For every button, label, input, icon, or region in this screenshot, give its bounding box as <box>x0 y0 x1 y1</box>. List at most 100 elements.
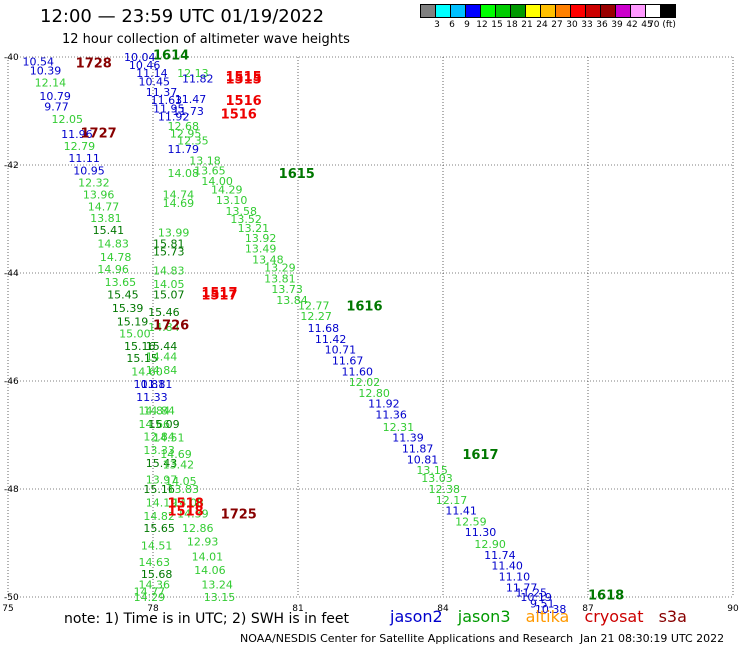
wave-height-value: 10.81 <box>134 378 166 391</box>
wave-height-value: 10.04 <box>124 51 156 64</box>
wave-height-value: 13.81 <box>264 272 296 285</box>
wave-height-value: 14.29 <box>134 591 166 604</box>
wave-height-value: 13.73 <box>271 283 303 296</box>
wave-height-value: 14.44 <box>146 351 178 364</box>
wave-height-value: 11.96 <box>61 128 93 141</box>
wave-height-value: 13.48 <box>252 254 283 267</box>
pass-time-label: 1614 <box>153 48 189 63</box>
y-tick-label: -46 <box>4 377 19 387</box>
wave-height-value: 14.06 <box>194 564 226 577</box>
wave-height-value: 13.84 <box>276 294 308 307</box>
wave-height-value: 15.68 <box>141 568 173 581</box>
legend-label: 27 <box>551 20 563 30</box>
wave-height-value: 12.95 <box>170 128 202 141</box>
satellite-name-cryosat: cryosat <box>584 607 644 626</box>
legend-label: 36 <box>596 20 608 30</box>
wave-height-value: 14.05 <box>153 278 185 291</box>
wave-height-value: 11.30 <box>465 526 497 539</box>
wave-height-value: 15.15 <box>126 352 157 365</box>
wave-height-value: 14.69 <box>163 197 195 210</box>
pass-time-label: 1516 <box>226 94 262 109</box>
wave-height-value: 11.14 <box>136 67 168 80</box>
y-tick-label: -40 <box>4 53 19 63</box>
wave-height-value: 11.68 <box>308 322 340 335</box>
legend-label: 42 <box>626 20 638 30</box>
y-tick-label: -50 <box>4 593 19 603</box>
pass-time-label: 1518 <box>168 497 204 512</box>
wave-height-value: 13.49 <box>245 243 276 256</box>
wave-height-value: 11.95 <box>153 102 185 115</box>
wave-height-value: 11.74 <box>484 549 516 562</box>
wave-height-value: 14.84 <box>148 321 180 334</box>
legend-swatch <box>660 4 676 18</box>
generated-timestamp: Jan 21 08:30:19 UTC 2022 <box>580 632 725 645</box>
wave-height-value: 13.52 <box>230 213 261 226</box>
wave-height-value: 15.00 <box>119 327 150 340</box>
wave-height-value: 11.42 <box>315 333 347 346</box>
wave-height-value: 14.77 <box>88 201 120 214</box>
wave-height-value: 9.77 <box>44 101 69 114</box>
wave-height-value: 13.92 <box>245 232 276 245</box>
x-tick-label: 75 <box>2 604 13 614</box>
wave-height-value: 14.01 <box>192 551 224 564</box>
y-tick-label: -48 <box>4 485 19 495</box>
wave-height-value: 12.17 <box>436 494 468 507</box>
wave-height-value: 13.33 <box>143 444 175 457</box>
wave-height-value: 12.02 <box>349 376 381 389</box>
wave-height-value: 14.19 <box>146 497 178 510</box>
wave-height-value: 14.74 <box>163 189 195 202</box>
wave-height-value: 11.67 <box>332 354 364 367</box>
chart-subtitle: 12 hour collection of altimeter wave hei… <box>62 32 350 47</box>
wave-height-value: 13.96 <box>83 189 115 202</box>
wave-height-value: 14.83 <box>153 264 185 277</box>
wave-height-value: 12.27 <box>300 310 332 323</box>
wave-height-value: 14.60 <box>131 365 163 378</box>
wave-height-value: 11.79 <box>168 143 200 156</box>
wave-height-value: 11.73 <box>172 105 204 118</box>
wave-height-value: 12.38 <box>429 483 461 496</box>
wave-height-value: 14.82 <box>143 510 175 523</box>
pass-time-label: 1516 <box>221 108 257 123</box>
wave-height-value: 14.69 <box>160 448 192 461</box>
wave-height-value: 13.42 <box>163 459 195 472</box>
wave-height-value: 12.93 <box>187 535 219 548</box>
legend-label: 70 (ft) <box>648 20 676 30</box>
wave-height-value: 11.25 <box>516 587 548 600</box>
wave-height-value: 10.45 <box>139 75 171 88</box>
legend-label: 15 <box>491 20 503 30</box>
wave-height-value: 13.29 <box>264 262 296 275</box>
wave-height-value: 10.19 <box>520 591 552 604</box>
wave-height-value: 13.10 <box>216 194 248 207</box>
wave-height-value: 15.19 <box>117 316 149 329</box>
wave-height-value: 15.43 <box>146 457 178 470</box>
wave-height-value: 11.92 <box>368 398 400 411</box>
wave-height-value: 12.68 <box>168 120 200 133</box>
wave-height-value: 13.81 <box>90 212 122 225</box>
wave-height-value: 15.45 <box>107 289 139 302</box>
wave-height-value: 12.79 <box>64 140 95 153</box>
wave-height-value: 14.00 <box>201 175 233 188</box>
wave-height-value: 15.16 <box>143 483 175 496</box>
wave-height-value: 11.10 <box>499 570 531 583</box>
wave-height-value: 11.77 <box>506 581 538 594</box>
wave-height-value: 12.31 <box>383 421 415 434</box>
pass-time-label: 1515 <box>226 73 262 88</box>
credit-line: NOAA/NESDIS Center for Satellite Applica… <box>240 632 574 645</box>
wave-height-value: 13.83 <box>168 483 200 496</box>
pass-time-label: 1725 <box>221 507 257 522</box>
wave-height-value: 14.84 <box>146 364 178 377</box>
x-tick-label: 78 <box>147 604 159 614</box>
wave-height-value: 13.21 <box>238 222 269 235</box>
wave-height-value: 10.71 <box>325 344 357 357</box>
wave-height-value: 13.18 <box>189 155 221 168</box>
pass-time-label: 1617 <box>462 448 498 463</box>
wave-height-value: 10.46 <box>129 59 161 72</box>
wave-height-value: 12.77 <box>298 299 330 312</box>
x-tick-label: 87 <box>582 604 593 614</box>
satellite-legend: jason2 jason3 altika cryosat s3a <box>390 607 697 626</box>
legend-label: 9 <box>464 20 470 30</box>
wave-height-value: 15.39 <box>112 302 143 315</box>
legend-label: 3 <box>434 20 440 30</box>
wave-height-value: 15.73 <box>153 245 185 258</box>
